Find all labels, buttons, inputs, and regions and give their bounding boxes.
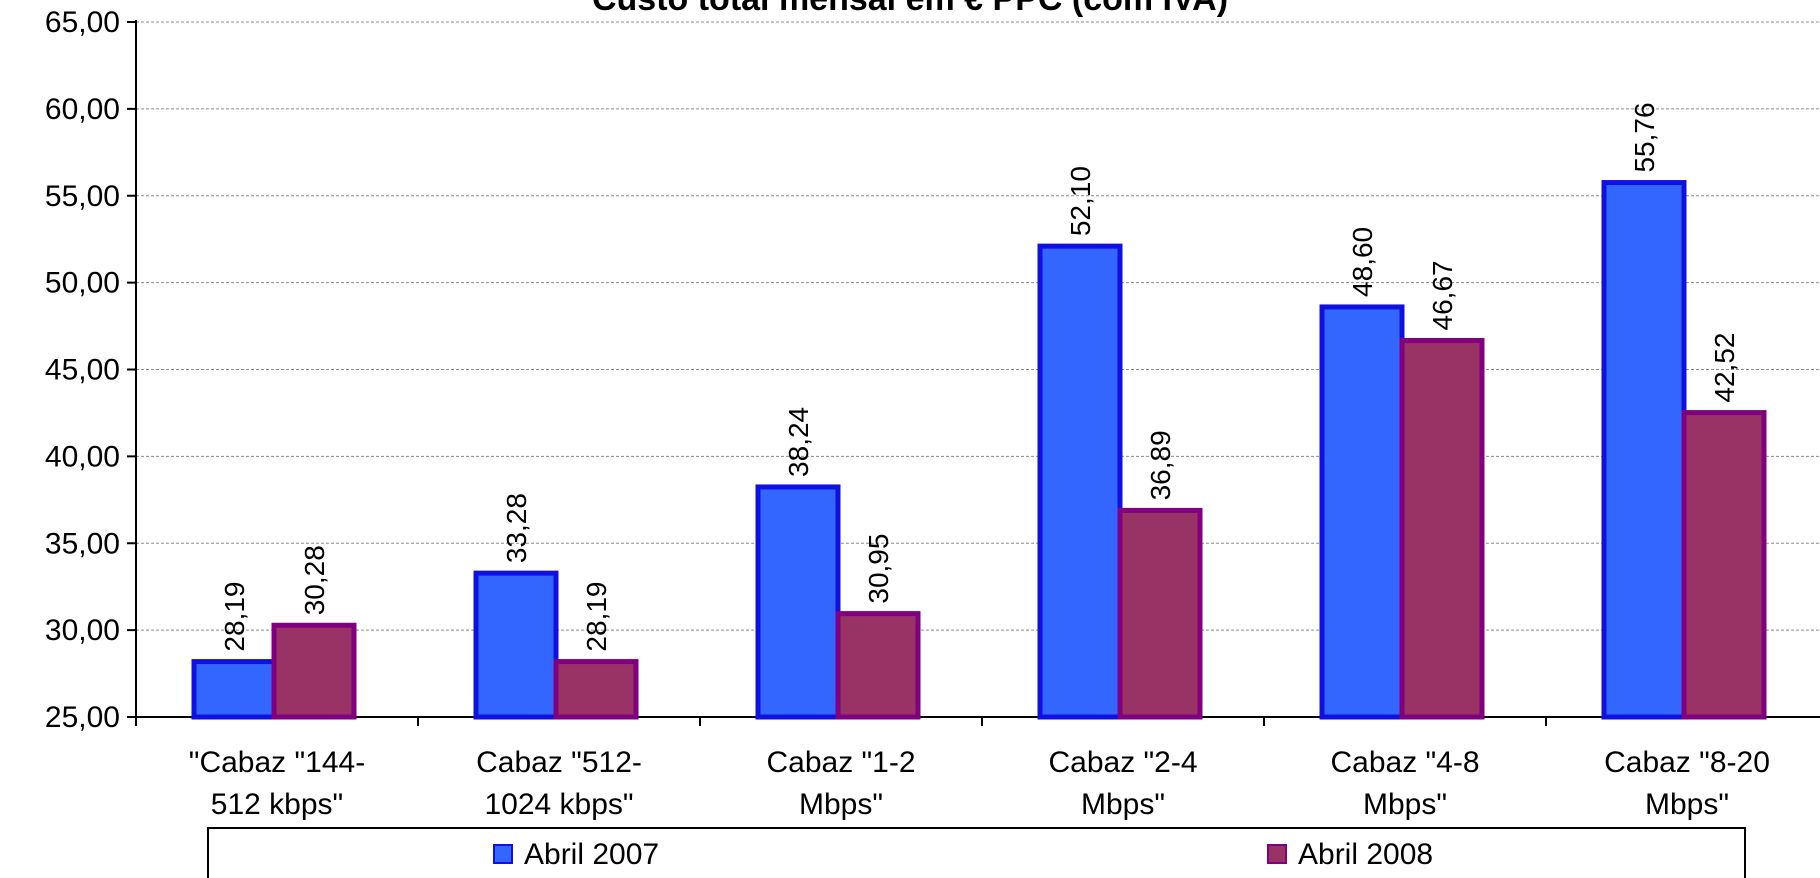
y-tick-label: 25,00 [45, 701, 120, 734]
bar [1399, 337, 1485, 720]
category-label: Cabaz "8-20 [1604, 746, 1770, 779]
bar [553, 659, 639, 720]
y-tick-label: 60,00 [45, 93, 120, 126]
y-tick-label: 35,00 [45, 527, 120, 560]
data-label: 48,60 [1347, 227, 1378, 297]
data-label: 30,28 [299, 545, 330, 615]
category-label: Mbps" [1081, 788, 1165, 821]
category-label: 1024 kbps" [484, 788, 633, 821]
data-label: 46,67 [1427, 260, 1458, 330]
bar [835, 611, 921, 720]
data-label: 33,28 [501, 493, 532, 563]
chart-title: Custo total mensal em € PPC (com IVA) [592, 0, 1228, 18]
data-label: 28,19 [219, 581, 250, 651]
category-label: 512 kbps" [211, 788, 343, 821]
y-tick-label: 65,00 [45, 6, 120, 39]
legend-swatch [1267, 844, 1287, 864]
bar [191, 659, 277, 720]
legend-label: Abril 2008 [1298, 838, 1433, 871]
category-label: Mbps" [1363, 788, 1447, 821]
category-label: "Cabaz "144- [189, 746, 365, 779]
bar [1319, 304, 1405, 720]
legend-box [207, 827, 1746, 878]
category-label: Cabaz "512- [476, 746, 642, 779]
legend: Abril 2007 Abril 2008 [207, 827, 1746, 878]
category-label: Mbps" [1645, 788, 1729, 821]
bar [1037, 243, 1123, 720]
bar [473, 570, 559, 720]
category-label: Mbps" [799, 788, 883, 821]
y-tick-label: 45,00 [45, 354, 120, 387]
gridlines [136, 21, 1820, 631]
bar [1681, 410, 1767, 720]
data-label: 28,19 [581, 581, 612, 651]
bar [271, 622, 357, 720]
legend-label: Abril 2007 [524, 838, 659, 871]
y-tick-label: 50,00 [45, 267, 120, 300]
category-label: Cabaz "4-8 [1330, 746, 1479, 779]
data-label: 55,76 [1629, 102, 1660, 172]
data-label: 42,52 [1709, 333, 1740, 403]
bars [191, 180, 1767, 720]
data-label: 52,10 [1065, 166, 1096, 236]
category-label: Cabaz "2-4 [1048, 746, 1197, 779]
data-label: 30,95 [863, 534, 894, 604]
data-label: 36,89 [1145, 430, 1176, 500]
data-labels: 28,19 33,28 38,24 52,10 48,60 55,76 30,28 28,19… [219, 102, 1740, 651]
data-label: 38,24 [783, 407, 814, 477]
bar [1601, 180, 1687, 720]
category-label: Cabaz "1-2 [766, 746, 915, 779]
bar [1117, 507, 1203, 720]
axes: 25,00 30,00 35,00 40,00 45,00 50,00 55,00 60,00… [45, 6, 1820, 821]
y-tick-label: 55,00 [45, 180, 120, 213]
y-tick-label: 30,00 [45, 614, 120, 647]
legend-swatch [493, 844, 513, 864]
y-tick-label: 40,00 [45, 440, 120, 473]
bar [755, 484, 841, 720]
